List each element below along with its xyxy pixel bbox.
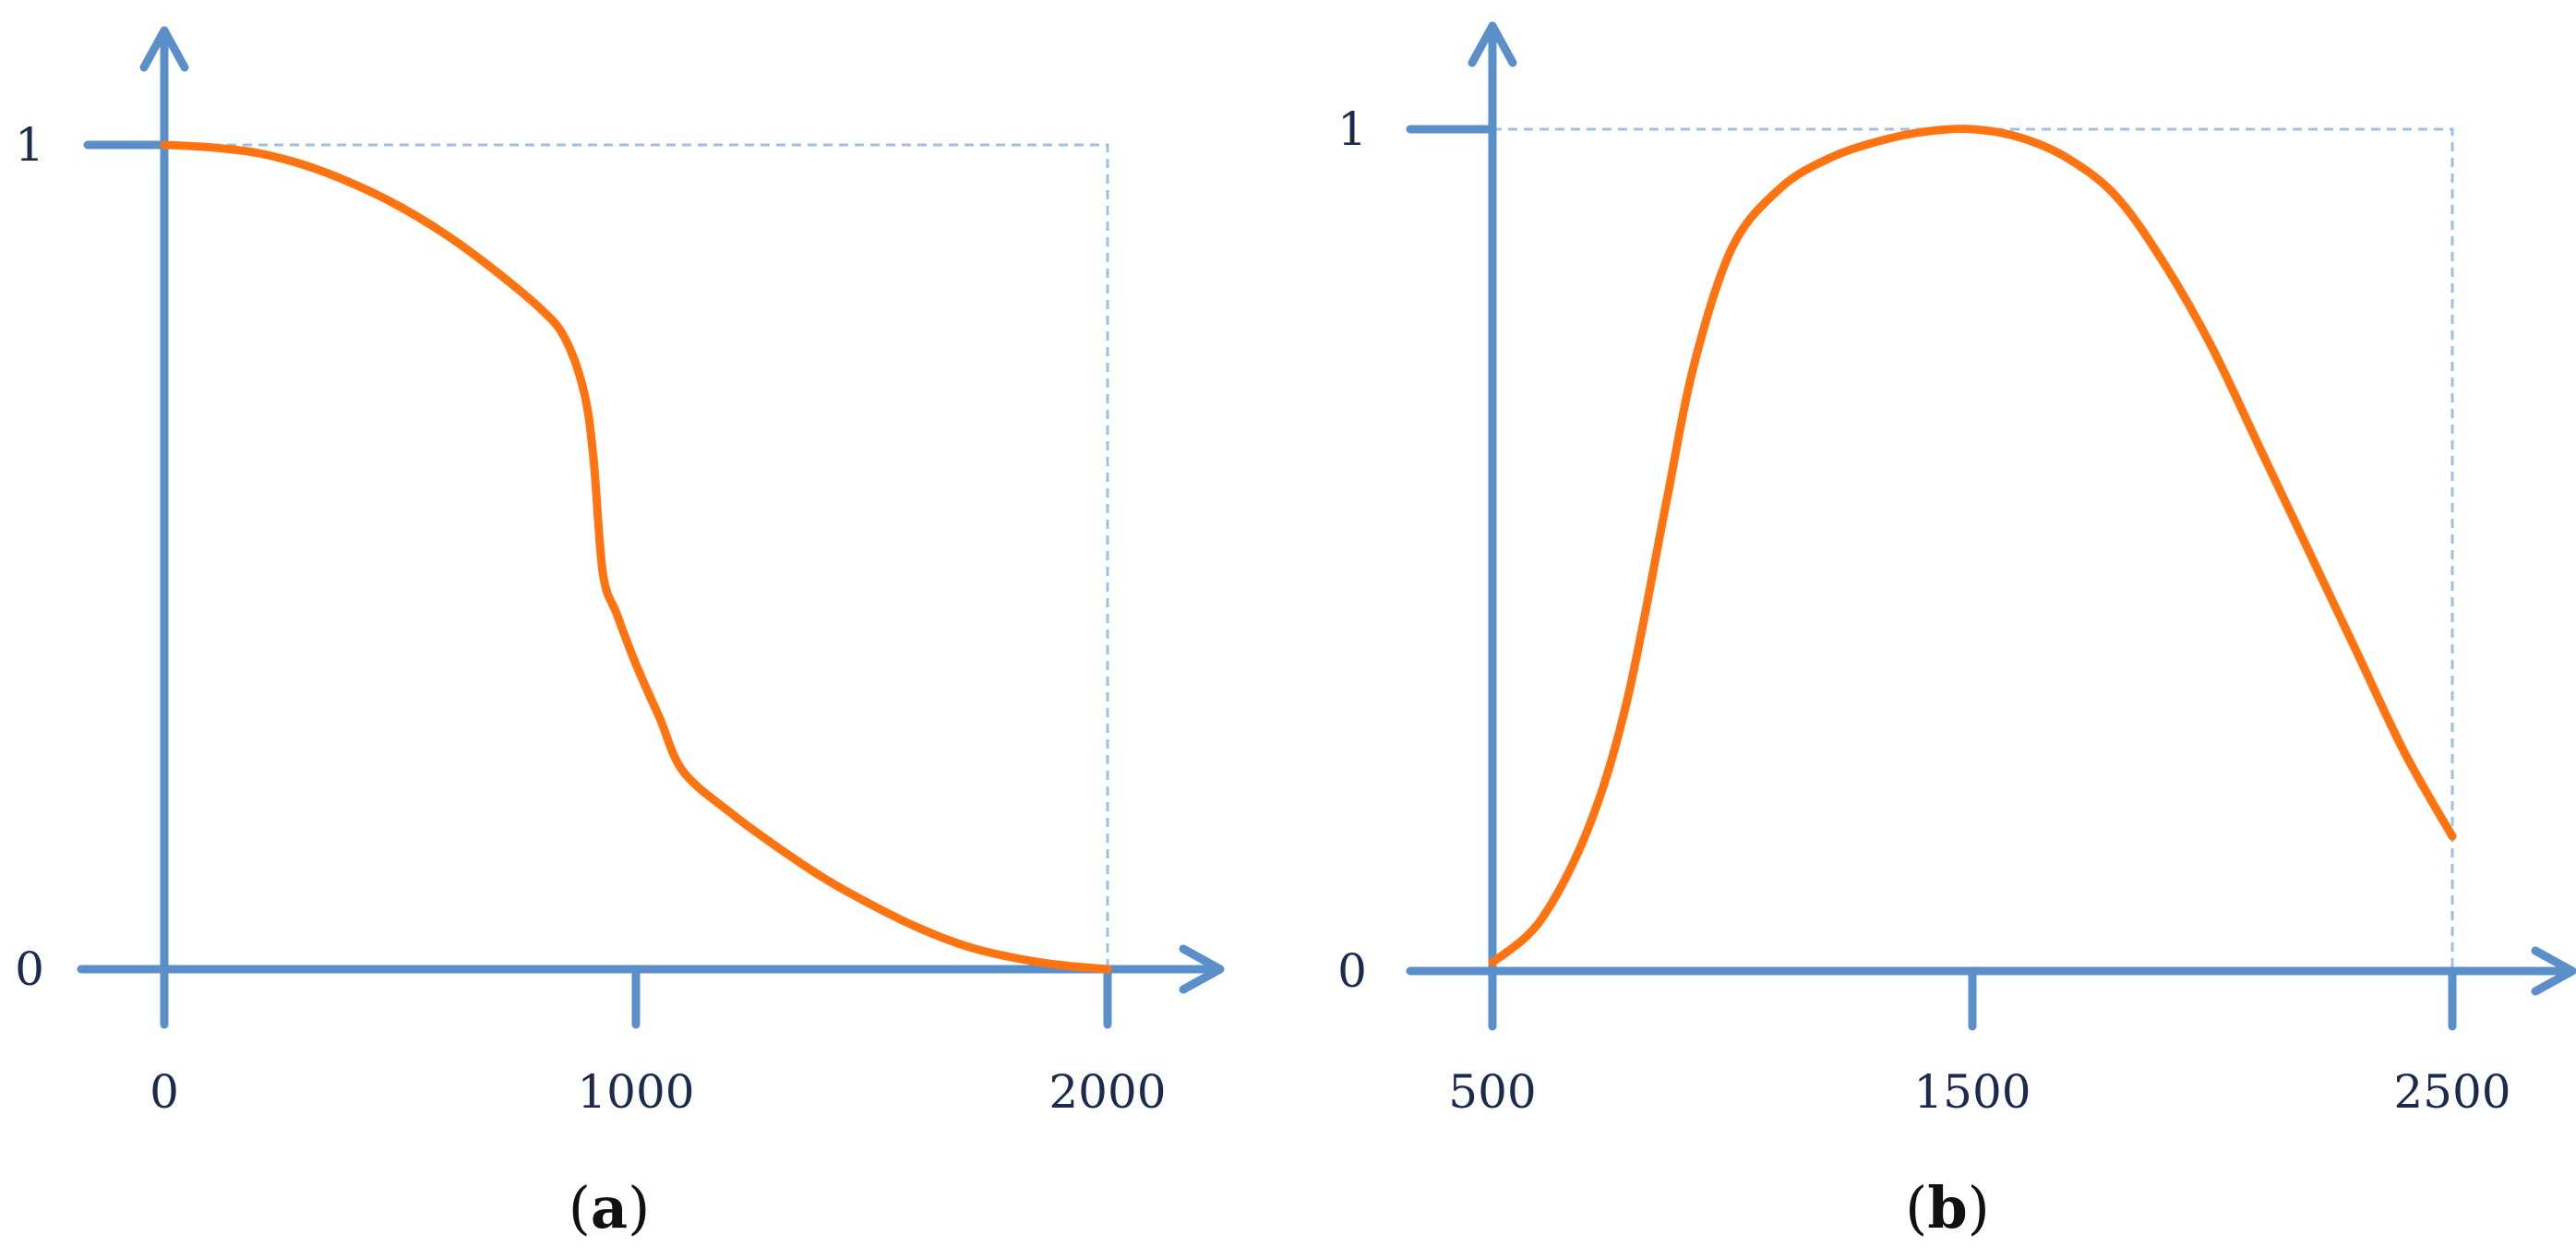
x-axis-arrow-icon (2531, 946, 2576, 996)
y-tick-label: 0 (1337, 944, 1367, 998)
x-tick-label: 1000 (577, 1065, 694, 1119)
y-tick-label: 0 (15, 942, 44, 996)
x-tick-label: 500 (1448, 1065, 1536, 1119)
x-tick-label: 1500 (1913, 1065, 2031, 1119)
x-tick-label: 2000 (1048, 1065, 1166, 1119)
panel-label-letter: b (1927, 1174, 1967, 1241)
panel-label-open: ( (569, 1174, 591, 1241)
series-line (1488, 125, 2457, 967)
series-line (160, 140, 1112, 974)
y-tick-label: 1 (15, 118, 44, 172)
panel-label: (a) (569, 1174, 651, 1241)
panel-label-letter: a (591, 1174, 628, 1241)
x-tick-label: 0 (150, 1065, 179, 1119)
y-axis-arrow-icon (139, 26, 189, 72)
chart-panel-a: 0 1000 2000 0 1 (a) (15, 26, 1225, 1241)
panel-label: (b) (1905, 1174, 1990, 1241)
y-axis-arrow-icon (1468, 21, 1517, 67)
x-axis-arrow-icon (1179, 944, 1225, 994)
y-tick-label: 1 (1337, 102, 1367, 156)
panel-label-close: ) (1968, 1174, 1990, 1241)
guide-box-dashed (1492, 127, 2454, 971)
chart-panel-b: 500 1500 2500 0 1 (b) (1337, 21, 2576, 1241)
x-tick-label: 2500 (2393, 1065, 2510, 1119)
panel-label-open: ( (1905, 1174, 1927, 1241)
panel-label-close: ) (628, 1174, 650, 1241)
guide-box-dashed (164, 143, 1109, 969)
